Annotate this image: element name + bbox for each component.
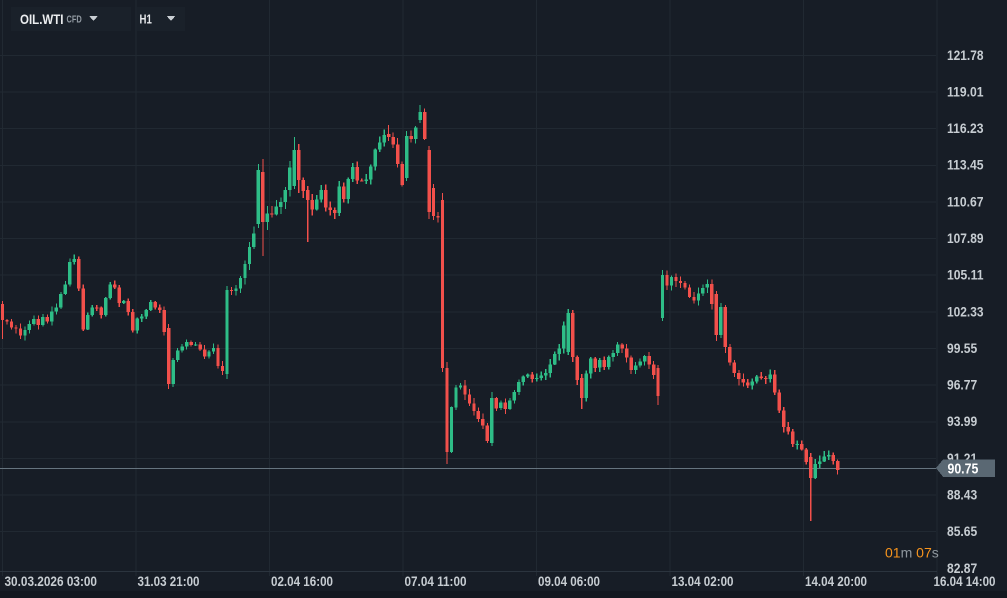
svg-text:01m 07s: 01m 07s (885, 545, 939, 561)
svg-text:30.03.2026 03:00: 30.03.2026 03:00 (5, 574, 98, 589)
svg-text:107.89: 107.89 (947, 230, 984, 246)
svg-text:105.11: 105.11 (947, 267, 984, 283)
svg-text:99.55: 99.55 (947, 340, 977, 356)
svg-text:113.45: 113.45 (947, 157, 984, 173)
svg-text:85.65: 85.65 (947, 523, 977, 539)
svg-text:116.23: 116.23 (947, 120, 984, 136)
svg-text:110.67: 110.67 (947, 193, 984, 209)
svg-text:93.99: 93.99 (947, 413, 977, 429)
svg-text:13.04 02:00: 13.04 02:00 (672, 574, 734, 589)
svg-text:82.87: 82.87 (947, 560, 977, 576)
svg-text:CFD: CFD (67, 13, 83, 25)
svg-text:119.01: 119.01 (947, 83, 984, 99)
svg-text:102.33: 102.33 (947, 303, 984, 319)
svg-text:96.77: 96.77 (947, 377, 977, 393)
svg-text:09.04 06:00: 09.04 06:00 (538, 574, 600, 589)
svg-text:88.43: 88.43 (947, 487, 977, 503)
svg-text:121.78: 121.78 (947, 47, 984, 63)
svg-text:90.75: 90.75 (948, 461, 979, 477)
svg-text:31.03 21:00: 31.03 21:00 (138, 574, 200, 589)
svg-text:14.04 20:00: 14.04 20:00 (805, 574, 867, 589)
svg-text:02.04 16:00: 02.04 16:00 (271, 574, 333, 589)
svg-text:07.04 11:00: 07.04 11:00 (405, 574, 467, 589)
svg-text:H1: H1 (140, 12, 152, 26)
svg-text:OIL.WTI: OIL.WTI (20, 11, 64, 27)
svg-text:16.04 14:00: 16.04 14:00 (934, 574, 996, 589)
